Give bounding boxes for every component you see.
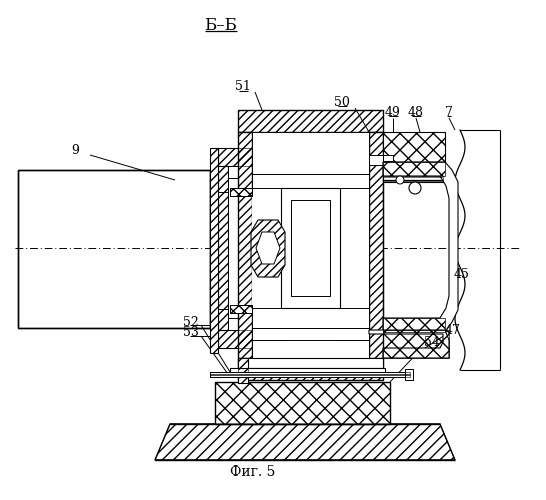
Bar bbox=[230, 305, 252, 313]
Bar bbox=[210, 372, 410, 377]
Bar bbox=[18, 170, 210, 328]
Bar bbox=[383, 162, 445, 182]
Bar bbox=[383, 330, 449, 358]
Bar bbox=[238, 132, 252, 358]
Polygon shape bbox=[251, 220, 285, 277]
Text: 47: 47 bbox=[445, 324, 461, 336]
Bar bbox=[228, 166, 273, 178]
Bar bbox=[238, 110, 383, 132]
Bar bbox=[383, 132, 445, 162]
Text: 52: 52 bbox=[183, 316, 199, 328]
Text: 54: 54 bbox=[424, 336, 440, 349]
Bar bbox=[405, 369, 413, 380]
Text: 48: 48 bbox=[408, 106, 424, 118]
Bar bbox=[238, 310, 276, 318]
Bar bbox=[252, 132, 369, 358]
Bar bbox=[230, 368, 385, 376]
Polygon shape bbox=[383, 162, 458, 332]
Bar bbox=[252, 308, 369, 328]
Bar bbox=[238, 358, 248, 383]
Polygon shape bbox=[252, 174, 369, 196]
Bar bbox=[230, 305, 252, 313]
Bar bbox=[238, 358, 383, 368]
Bar bbox=[218, 148, 270, 166]
Bar bbox=[369, 155, 383, 165]
Bar bbox=[281, 188, 340, 308]
Bar bbox=[218, 330, 270, 348]
Text: 7: 7 bbox=[445, 106, 453, 118]
Text: Фиг. 5: Фиг. 5 bbox=[230, 465, 276, 479]
Bar bbox=[228, 318, 273, 330]
Bar bbox=[238, 358, 248, 383]
Bar bbox=[218, 166, 228, 330]
Text: 51: 51 bbox=[235, 80, 251, 94]
Circle shape bbox=[396, 176, 404, 184]
Text: 45: 45 bbox=[454, 268, 470, 281]
Bar bbox=[210, 148, 218, 353]
Bar bbox=[218, 330, 270, 348]
Bar bbox=[252, 132, 369, 174]
Polygon shape bbox=[155, 424, 455, 460]
Bar bbox=[230, 188, 252, 196]
Circle shape bbox=[409, 182, 421, 194]
Bar bbox=[218, 148, 270, 166]
Bar bbox=[252, 340, 369, 358]
Bar bbox=[210, 372, 410, 377]
Bar bbox=[383, 162, 445, 176]
Bar bbox=[383, 155, 393, 161]
Polygon shape bbox=[369, 330, 449, 358]
Bar bbox=[369, 132, 383, 358]
Bar bbox=[291, 200, 330, 296]
Bar bbox=[383, 318, 445, 332]
Bar bbox=[383, 177, 443, 181]
Bar bbox=[238, 178, 276, 186]
Text: Б–Б: Б–Б bbox=[204, 16, 236, 34]
Bar bbox=[218, 166, 228, 330]
Text: 49: 49 bbox=[385, 106, 401, 118]
Text: 9: 9 bbox=[71, 144, 79, 156]
Bar bbox=[230, 188, 252, 196]
Text: 50: 50 bbox=[334, 96, 350, 108]
Bar bbox=[228, 178, 238, 318]
Bar bbox=[238, 358, 383, 380]
Polygon shape bbox=[256, 232, 280, 264]
Text: 53: 53 bbox=[183, 326, 199, 340]
Bar bbox=[215, 382, 390, 424]
Polygon shape bbox=[252, 328, 369, 348]
